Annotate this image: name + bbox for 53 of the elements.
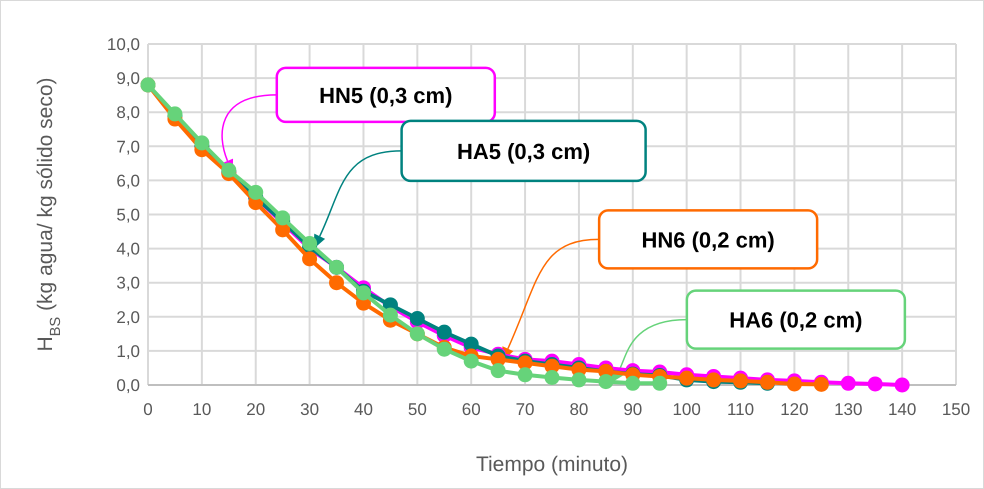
y-tick-label: 2,0: [116, 308, 140, 327]
text: HN6 (0,2 cm): [641, 227, 775, 252]
text: HA5 (0,3 cm): [456, 138, 590, 164]
text: HN5 (0,3 cm): [319, 82, 452, 108]
y-tick-label: 4,0: [116, 240, 140, 259]
x-tick-label: 40: [354, 400, 373, 419]
point: [248, 184, 264, 200]
x-tick-label: 30: [300, 400, 320, 419]
point: [840, 376, 856, 391]
y-tick-label: 7,0: [116, 137, 140, 156]
point: [598, 374, 614, 390]
x-tick-label: 80: [569, 400, 588, 419]
point: [571, 372, 586, 388]
y-tick-label: 9,0: [116, 69, 140, 88]
y-tick-label: 6,0: [116, 171, 140, 190]
y-tick-label: 8,0: [116, 103, 140, 122]
y-tick-label: 3,0: [116, 274, 140, 293]
x-tick-label: 60: [462, 400, 481, 419]
point: [302, 251, 318, 266]
point: [436, 324, 452, 340]
x-tick-label: 90: [623, 400, 642, 419]
point: [544, 370, 560, 385]
point: [518, 367, 533, 382]
x-tick-label: 140: [888, 400, 916, 419]
x-tick-label: 100: [672, 400, 701, 419]
x-tick-label: 110: [726, 400, 754, 419]
x-tick-label: 20: [246, 400, 266, 419]
x-tick-label: 50: [408, 400, 427, 419]
x-tick-label: 0: [143, 400, 153, 419]
point: [329, 275, 344, 290]
x-tick-label: 10: [192, 400, 212, 419]
point: [382, 308, 398, 323]
x-tick-label: 150: [942, 400, 970, 419]
point: [786, 376, 802, 392]
point: [652, 376, 668, 391]
point: [302, 236, 318, 251]
y-tick-label: 1,0: [116, 342, 140, 361]
point: [625, 376, 640, 391]
point: [464, 354, 479, 369]
text: HA6 (0,2 cm): [729, 308, 863, 333]
x-axis-title: Tiempo (minuto): [476, 453, 628, 476]
x-tick-label: 70: [516, 400, 535, 419]
y-tick-label: 5,0: [116, 206, 140, 224]
point: [868, 376, 883, 392]
y-tick-label: 0,0: [116, 376, 140, 395]
point: [894, 378, 910, 392]
point: [275, 210, 290, 226]
point: [194, 135, 210, 150]
point: [490, 363, 506, 378]
point: [410, 311, 425, 326]
x-tick-label: 120: [780, 400, 809, 419]
y-tick-label: 10,0: [106, 35, 140, 54]
x-tick-label: 130: [834, 400, 862, 419]
